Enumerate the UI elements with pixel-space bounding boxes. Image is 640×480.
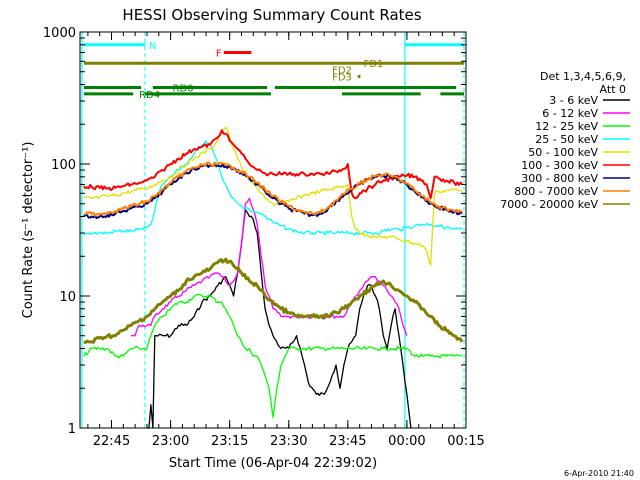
- series-line-25-50-kev-kev: [83, 140, 463, 236]
- series-line-50-100-kev-kev: [83, 126, 463, 267]
- x-tick-label: 23:45: [329, 434, 366, 449]
- chart-title: HESSI Observing Summary Count Rates: [122, 6, 421, 24]
- legend-label: 50 - 100 keV: [528, 146, 598, 159]
- axes: 22:45 23:00 23:15 23:30 23:45 00:00 00:15 1 10 10…: [43, 26, 485, 449]
- flag-label-f: F: [216, 48, 222, 59]
- series-line-12-25-kev-kev: [83, 293, 463, 419]
- series-line-800-7000-kev-kev: [83, 161, 463, 217]
- legend-label: 800 - 7000 keV: [514, 185, 598, 198]
- legend-title: Det 1,3,4,5,6,9,: [540, 70, 626, 83]
- flag-label-fd2: FD2: [332, 65, 352, 76]
- legend-label: 100 - 300 keV: [521, 159, 598, 172]
- series-layer: [83, 126, 464, 429]
- legend-title: Att 0: [600, 83, 626, 96]
- flag-label-fd3: FD3: [332, 73, 352, 84]
- flag-label-n: N: [149, 41, 156, 52]
- legend-label: 3 - 6 keV: [549, 94, 598, 107]
- legend-label: 7000 - 20000 keV: [500, 198, 598, 211]
- series-line-7000-20000-kev-kev: [83, 257, 464, 344]
- flag-label-rd4: RD4: [139, 90, 160, 101]
- series-line-6-12-kev-kev: [131, 197, 408, 337]
- legend-label: 6 - 12 keV: [542, 107, 598, 120]
- y-tick-label: 1000: [43, 26, 76, 41]
- x-tick-label: 00:00: [388, 434, 425, 449]
- y-tick-label: 100: [51, 158, 76, 173]
- flag-label-rd0: RD0: [173, 83, 194, 94]
- plot-frame: [79, 31, 467, 429]
- night-markers: [81, 32, 465, 428]
- footer-date: 6-Apr-2010 21:40: [564, 469, 634, 478]
- series-line-100-300-kev-kev: [83, 129, 463, 200]
- x-tick-label: 23:00: [152, 434, 189, 449]
- y-axis-label: Count Rate (s⁻¹ detector⁻¹): [21, 142, 36, 319]
- legend-label: 25 - 50 keV: [535, 133, 598, 146]
- x-tick-label: 23:15: [211, 434, 248, 449]
- legend-label: 12 - 25 keV: [535, 120, 598, 133]
- flag-label-fd1: FD1: [364, 59, 384, 70]
- x-tick-label: 00:15: [447, 434, 484, 449]
- x-axis-label: Start Time (06-Apr-04 22:39:02): [169, 456, 377, 471]
- y-tick-label: 1: [68, 422, 76, 437]
- series-line-3-6-kev-kev: [147, 209, 412, 429]
- legend-label: 300 - 800 keV: [521, 172, 598, 185]
- x-tick-label: 23:30: [270, 434, 307, 449]
- x-tick-label: 22:45: [93, 434, 130, 449]
- y-tick-label: 10: [59, 290, 76, 305]
